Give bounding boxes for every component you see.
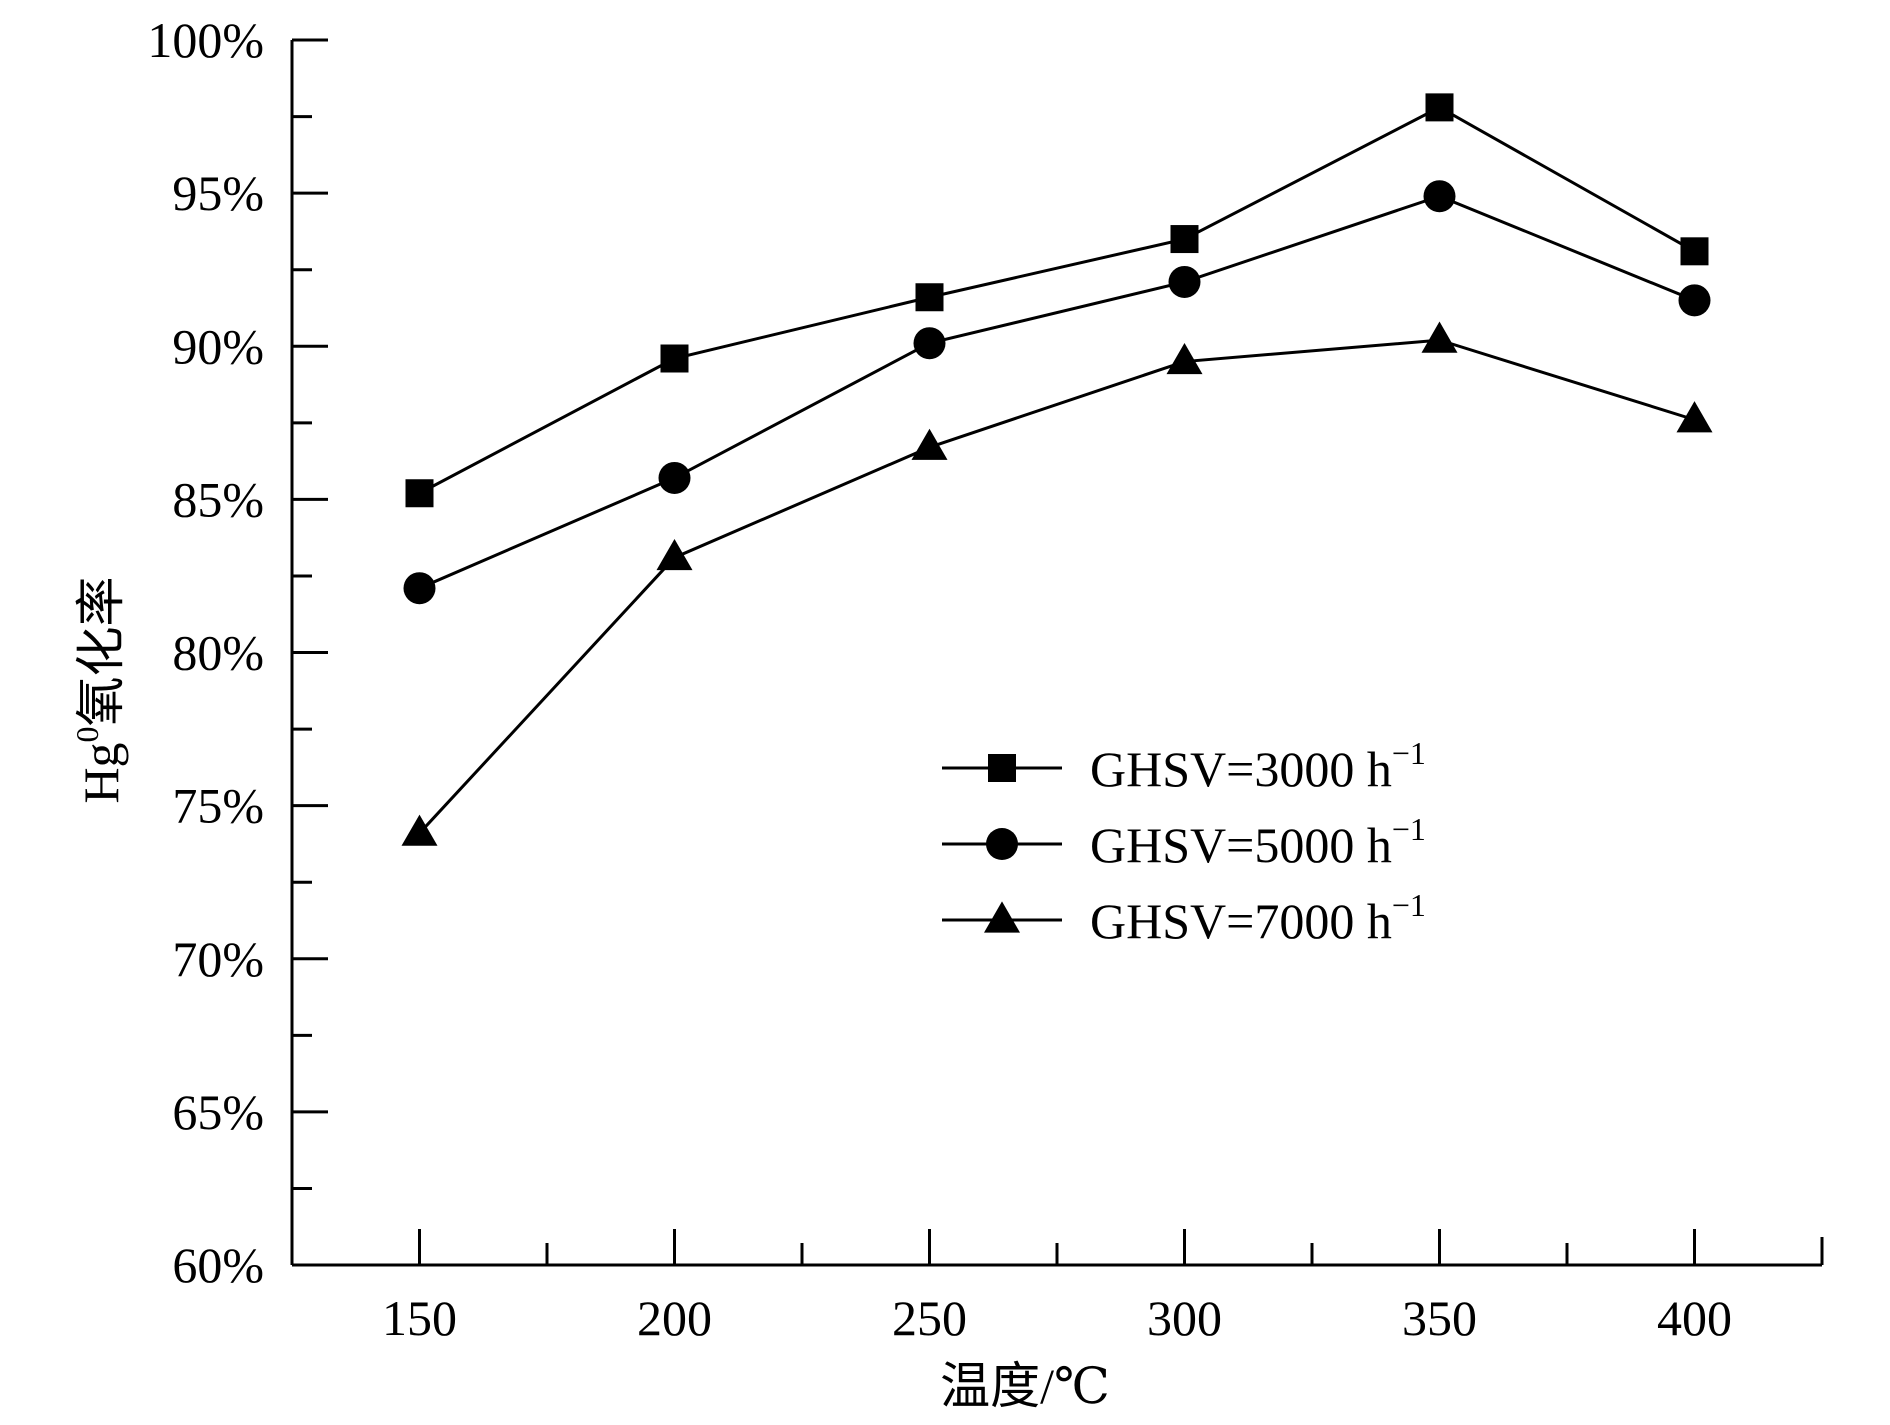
y-axis-title-prefix: Hg [73, 742, 129, 803]
data-point-triangle [656, 538, 693, 571]
data-point-triangle [401, 814, 438, 846]
data-point-circle [658, 461, 691, 494]
series-triangle [401, 321, 1713, 846]
data-point-circle [1168, 265, 1201, 298]
series-square [405, 93, 1709, 508]
data-point-square [1680, 237, 1709, 266]
series-line [418, 194, 1696, 590]
y-axis-title-suffix: 氧化率 [73, 576, 129, 726]
data-point-circle [403, 572, 436, 605]
x-tick-label: 300 [1147, 1290, 1222, 1346]
tick-layer: 60% 65% 70% 75% 80% 85% 90% 95% 100% 150 200 250 300… [147, 12, 1732, 1346]
legend-marker-circle [986, 828, 1018, 860]
y-tick-label: 75% [172, 778, 264, 834]
y-tick-label: 85% [172, 471, 264, 527]
x-tick-label: 200 [637, 1290, 712, 1346]
legend-label-text: GHSV=3000 h [1090, 741, 1392, 797]
legend-label-text: GHSV=7000 h [1090, 893, 1392, 949]
legend-marker-square [988, 754, 1016, 782]
y-tick-label: 95% [172, 165, 264, 221]
legend-label-sup: −1 [1392, 735, 1426, 771]
data-point-square [915, 283, 944, 312]
series-circle [403, 180, 1711, 605]
y-tick-label: 65% [172, 1084, 264, 1140]
data-point-circle [1678, 284, 1711, 317]
legend-label-sup: −1 [1392, 887, 1426, 923]
y-tick-label: 70% [172, 931, 264, 987]
x-axis-title: 温度/℃ [940, 1358, 1110, 1414]
x-tick-label: 400 [1657, 1290, 1732, 1346]
data-point-square [1170, 225, 1199, 254]
legend-label-text: GHSV=5000 h [1090, 817, 1392, 873]
data-point-square [660, 344, 689, 373]
x-tick-label: 350 [1402, 1290, 1477, 1346]
axes [290, 40, 1824, 1267]
data-point-circle [1423, 180, 1456, 213]
x-tick-label: 150 [382, 1290, 457, 1346]
legend-marker-triangle [984, 901, 1020, 933]
series-line [418, 105, 1696, 495]
data-point-triangle [1676, 401, 1713, 433]
y-tick-label: 90% [172, 318, 264, 374]
y-tick-label: 100% [147, 12, 264, 68]
x-tick-label: 250 [892, 1290, 967, 1346]
y-axis-title-sup: 0 [69, 726, 105, 742]
data-point-triangle [1166, 342, 1203, 375]
y-axis-title: Hg0氧化率 [69, 576, 129, 803]
series-line [418, 338, 1695, 835]
legend-label-sup: −1 [1392, 811, 1426, 847]
legend-label: GHSV=3000 h−1 [1090, 735, 1426, 797]
legend-label: GHSV=5000 h−1 [1090, 811, 1426, 873]
data-point-square [405, 479, 434, 508]
legend-label: GHSV=7000 h−1 [1090, 887, 1426, 949]
data-point-triangle [1421, 321, 1458, 353]
y-tick-label: 80% [172, 625, 264, 681]
y-tick-label: 60% [172, 1237, 264, 1293]
data-point-triangle [911, 428, 948, 460]
data-point-circle [913, 327, 946, 360]
series-layer [401, 93, 1713, 846]
data-point-square [1425, 93, 1454, 122]
